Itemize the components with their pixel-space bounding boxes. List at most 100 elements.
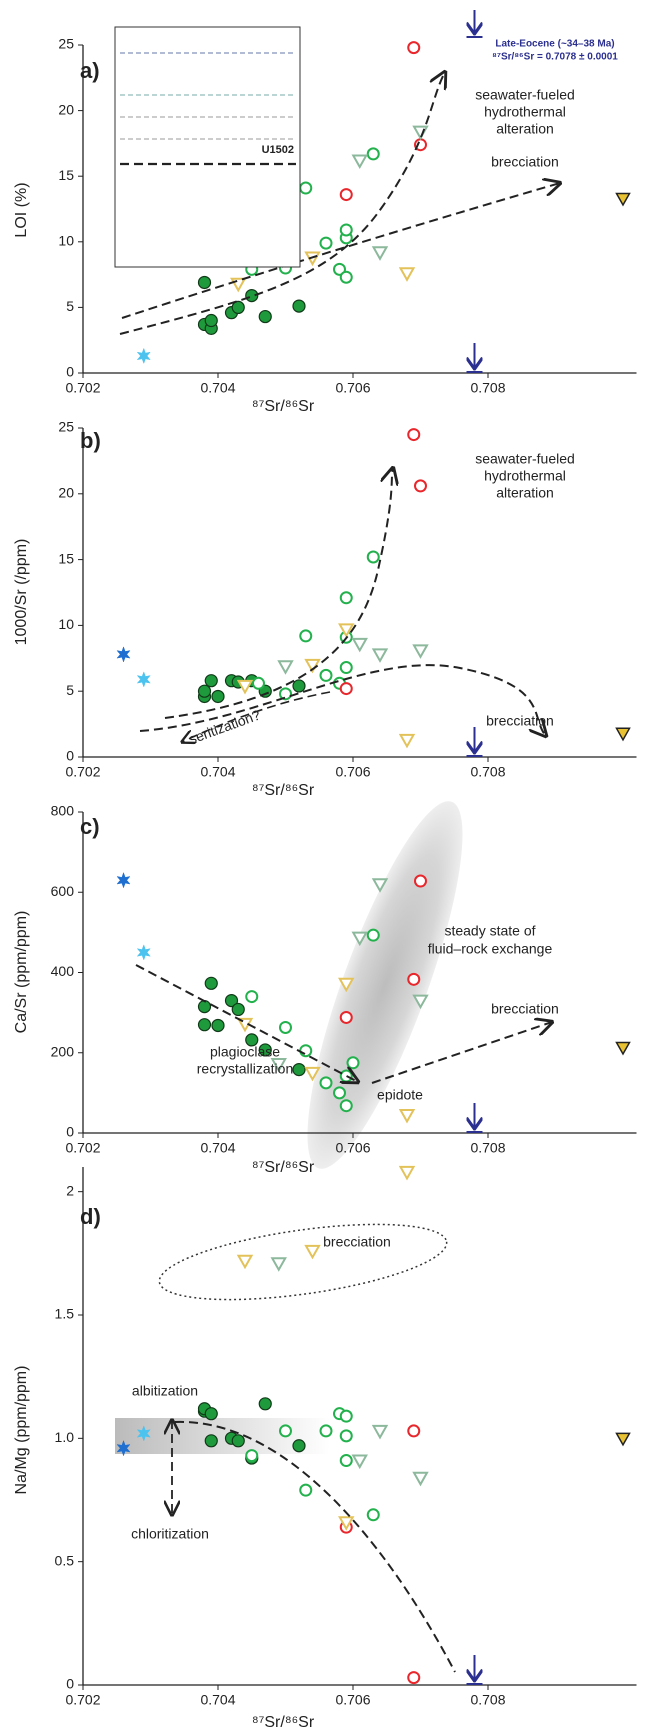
point [279, 687, 292, 701]
x-tick-label: 0.702 [65, 1140, 100, 1156]
point [270, 1257, 287, 1272]
y-axis-title: Ca/Sr (ppm/ppm) [13, 911, 30, 1034]
x-axis-title: ⁸⁷Sr/⁸⁶Sr [252, 1714, 315, 1731]
x-tick-label: 0.704 [200, 380, 235, 396]
x-tick-label: 0.708 [470, 380, 505, 396]
point [211, 689, 225, 704]
point [412, 994, 429, 1010]
point [339, 591, 353, 605]
point [338, 1516, 355, 1531]
point [351, 931, 368, 947]
annotation: alteration [496, 121, 554, 137]
y-tick-label: 20 [58, 101, 74, 117]
point [231, 1002, 245, 1017]
trend-line [174, 1420, 456, 1673]
y-tick-label: 0 [66, 1676, 74, 1692]
point [615, 727, 631, 742]
annotation: chloritization [131, 1526, 209, 1542]
point [412, 1471, 429, 1487]
legend-separators [120, 52, 296, 166]
breccia-field [158, 1223, 448, 1301]
point [136, 1425, 151, 1442]
x-tick-label: 0.708 [470, 764, 505, 780]
x-tick-label: 0.704 [200, 764, 235, 780]
y-tick-label: 0 [66, 748, 74, 764]
x-tick-label: 0.708 [470, 1692, 505, 1708]
reference-marker [466, 1103, 483, 1133]
y-tick-label: 200 [51, 1043, 75, 1059]
point [398, 267, 416, 282]
annotation: brecciation [491, 154, 559, 170]
point [351, 637, 368, 653]
annotation: Late-Eocene (~34–38 Ma) [495, 39, 614, 50]
trend-line [182, 691, 331, 742]
point [407, 972, 421, 986]
point [258, 309, 272, 324]
point [339, 188, 353, 202]
point [339, 270, 353, 284]
point [252, 676, 265, 690]
x-tick-label: 0.706 [335, 1692, 370, 1708]
point [211, 1018, 225, 1033]
point [351, 1454, 368, 1470]
point [304, 1244, 321, 1260]
point [304, 658, 321, 674]
x-tick-label: 0.706 [335, 380, 370, 396]
point [292, 299, 306, 313]
panel-label: b) [80, 428, 101, 453]
point [245, 1449, 259, 1463]
annotation: brecciation [323, 1234, 391, 1250]
point [204, 1407, 218, 1421]
y-axis-title: LOI (%) [13, 182, 30, 237]
legend-note: U1502 [262, 144, 294, 156]
y-tick-label: 15 [58, 167, 74, 183]
point [279, 1020, 292, 1034]
point [292, 1439, 306, 1453]
point [277, 660, 294, 675]
y-tick-label: 5 [66, 682, 74, 698]
point [204, 1434, 218, 1448]
point [407, 1671, 421, 1685]
point [615, 1432, 631, 1447]
point [204, 976, 218, 990]
panel-label: a) [80, 58, 100, 83]
x-axis-title: ⁸⁷Sr/⁸⁶Sr [252, 398, 315, 415]
point [398, 1108, 416, 1124]
point [339, 223, 353, 237]
point [299, 629, 313, 643]
x-tick-label: 0.702 [65, 380, 100, 396]
point [339, 682, 353, 696]
point [204, 313, 218, 328]
point [197, 1018, 212, 1032]
point [197, 684, 212, 698]
y-tick-label: 25 [58, 419, 74, 435]
point [615, 1041, 631, 1056]
point [338, 623, 355, 638]
annotation: plagioclase [210, 1044, 280, 1060]
x-tick-label: 0.706 [335, 1140, 370, 1156]
point [245, 288, 259, 303]
point [231, 1434, 245, 1448]
point [339, 1099, 353, 1113]
y-axis-title: Na/Mg (ppm/ppm) [13, 1366, 30, 1495]
y-tick-label: 5 [66, 298, 74, 314]
point [116, 1439, 131, 1457]
point [230, 277, 247, 293]
point [346, 1056, 360, 1070]
trend-line [371, 1022, 552, 1084]
point [366, 928, 380, 942]
x-tick-label: 0.708 [470, 1140, 505, 1156]
point [279, 1424, 292, 1438]
annotation: seawater-fueled [475, 451, 575, 467]
point [339, 1409, 353, 1423]
annotation: steady state of [444, 923, 535, 939]
y-axis-title: 1000/Sr (/ppm) [13, 539, 30, 646]
point [258, 1397, 272, 1411]
x-tick-label: 0.704 [200, 1140, 235, 1156]
annotation: alteration [496, 485, 554, 501]
point [319, 236, 333, 250]
point [339, 1069, 353, 1083]
y-tick-label: 0.5 [55, 1552, 75, 1568]
point [371, 246, 389, 261]
